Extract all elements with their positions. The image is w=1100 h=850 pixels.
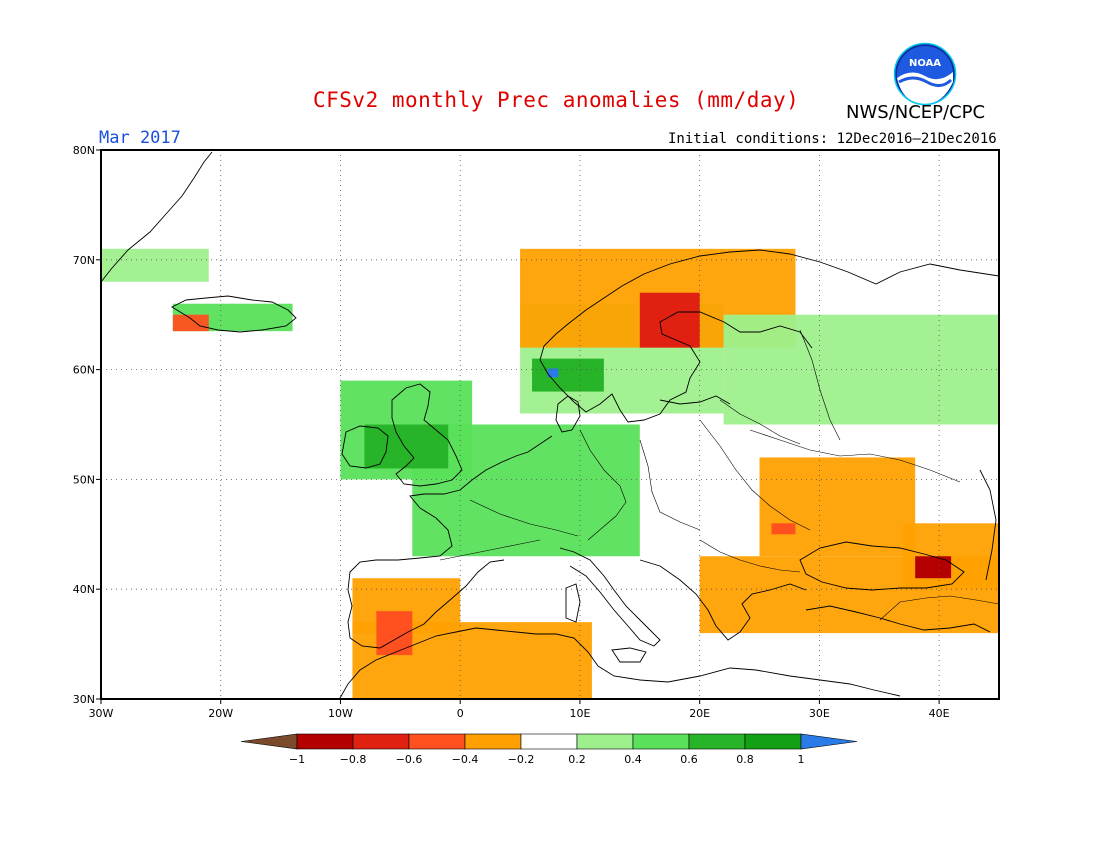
- anomaly-accent: [532, 358, 604, 392]
- legend-box: [576, 733, 634, 750]
- lon-tick-label: 30W: [89, 707, 114, 720]
- legend-box: [296, 733, 354, 750]
- anomaly-region: [101, 248, 209, 282]
- legend-label: −0.2: [508, 753, 535, 766]
- anomaly-accent: [915, 556, 952, 579]
- legend-label: 0.4: [624, 753, 642, 766]
- lon-tick-label: 40E: [929, 707, 950, 720]
- anomaly-accent: [639, 292, 700, 348]
- lon-tick-label: 20E: [689, 707, 710, 720]
- country-borders: [439, 329, 999, 621]
- legend-triangle-low: [240, 733, 298, 750]
- chart-title: CFSv2 monthly Prec anomalies (mm/day): [313, 88, 800, 112]
- lat-tick-label: 60N: [73, 364, 95, 377]
- legend-triangle-high: [800, 733, 858, 750]
- lat-tick-label: 50N: [73, 473, 95, 486]
- legend-box: [408, 733, 466, 750]
- agency-label: NWS/NCEP/CPC: [846, 102, 986, 123]
- initial-conditions: Initial conditions: 12Dec2016–21Dec2016: [668, 131, 997, 147]
- lon-tick-label: 20W: [208, 707, 233, 720]
- legend-label: −0.6: [396, 753, 423, 766]
- legend-label: 0.8: [736, 753, 754, 766]
- anomaly-accent: [364, 424, 449, 469]
- anomaly-region: [412, 424, 640, 557]
- logo-lettering: NOAA: [909, 58, 941, 69]
- legend-box: [632, 733, 690, 750]
- lon-tick-label: 30E: [809, 707, 830, 720]
- longitude-ticks: 30W 20W 10W 0 10E 20E 30E 40E: [89, 699, 950, 720]
- legend-label: −0.8: [340, 753, 367, 766]
- lat-tick-label: 40N: [73, 583, 95, 596]
- noaa-logo: NOAA: [893, 42, 957, 106]
- legend-box: [520, 733, 578, 750]
- legend-label: −1: [289, 753, 305, 766]
- lon-tick-label: 10W: [328, 707, 353, 720]
- legend-label: 0.2: [568, 753, 586, 766]
- forecast-month: Mar 2017: [99, 128, 181, 148]
- legend-box: [744, 733, 802, 750]
- lat-tick-label: 80N: [73, 144, 95, 157]
- anomaly-accent: [547, 368, 559, 378]
- lat-tick-label: 30N: [73, 693, 95, 706]
- legend-label: 0.6: [680, 753, 698, 766]
- map-frame: [100, 149, 1000, 700]
- anomaly-cells: [101, 248, 999, 699]
- legend-box: [352, 733, 410, 750]
- latitude-ticks: 30N 40N 50N 60N 70N 80N: [73, 144, 101, 706]
- lon-tick-label: 0: [457, 707, 464, 720]
- anomaly-region: [172, 314, 209, 332]
- legend-label: −0.4: [452, 753, 479, 766]
- anomaly-accent: [771, 523, 796, 535]
- legend-box: [464, 733, 522, 750]
- lon-tick-label: 10E: [569, 707, 590, 720]
- legend-box: [688, 733, 746, 750]
- anomaly-region: [759, 457, 916, 557]
- coastlines: [101, 151, 999, 699]
- lat-tick-label: 70N: [73, 254, 95, 267]
- legend-label: 1: [798, 753, 805, 766]
